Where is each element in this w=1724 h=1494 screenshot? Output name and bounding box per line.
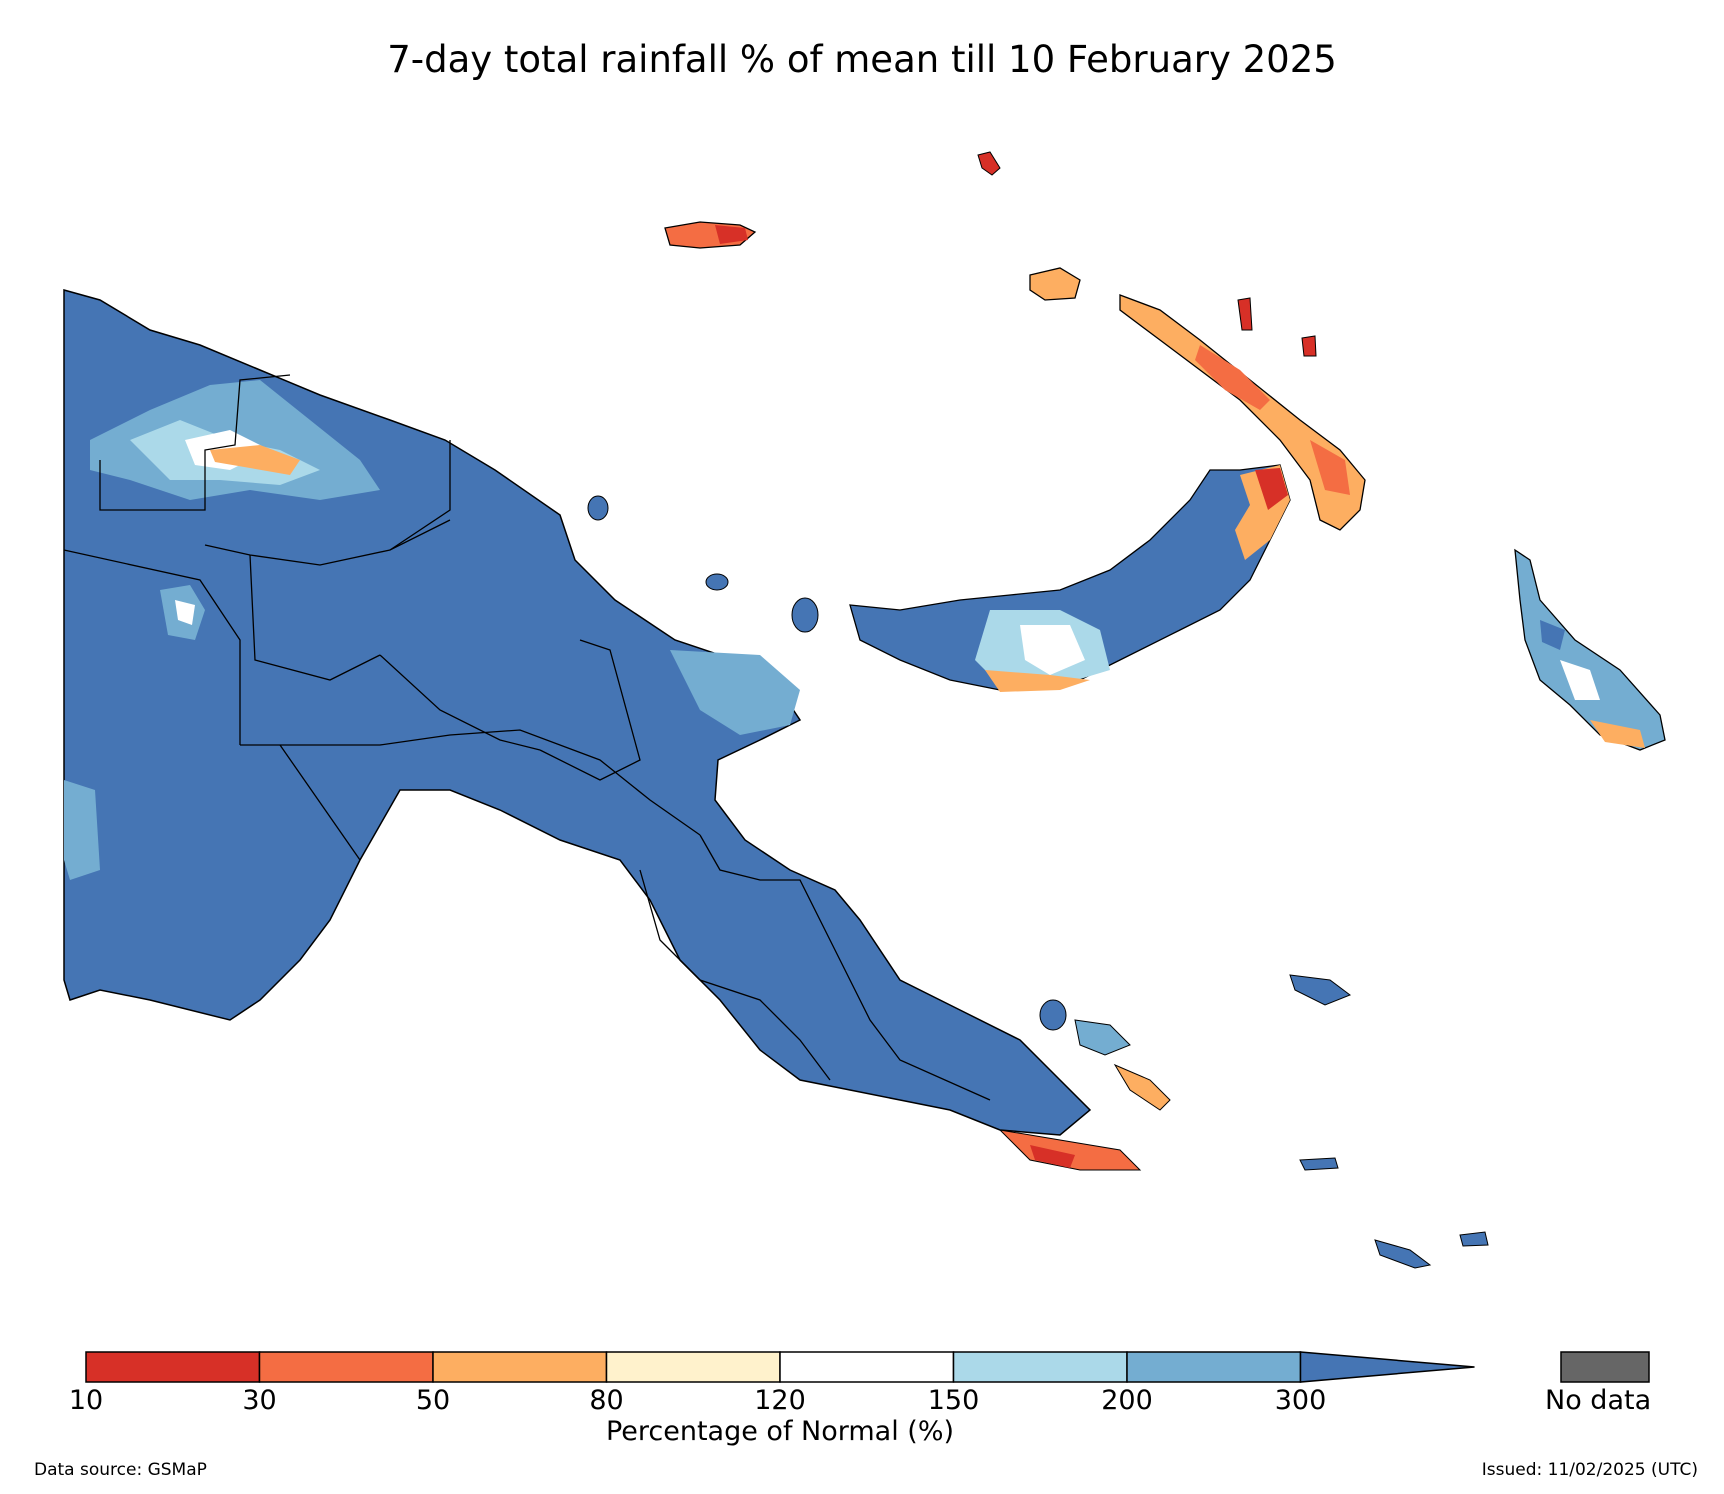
colorbar-bin [432, 1351, 608, 1383]
patch-new-ireland-red [1195, 345, 1270, 410]
patch-new-ireland-red2 [1310, 440, 1350, 495]
province-boundaries [63, 374, 991, 1101]
colorbar-tick-label: 10 [68, 1385, 104, 1416]
island-tabar [1301, 335, 1317, 357]
island-trobriand [1289, 974, 1352, 1006]
colorbar-tick-label: 200 [1101, 1385, 1153, 1416]
island-sudest [1459, 1231, 1489, 1247]
colorbar-bin [605, 1351, 781, 1383]
mainland-png [63, 289, 1092, 1136]
patch-bougainville-dark [1540, 620, 1565, 650]
patch-manus-red [715, 225, 748, 244]
colorbar-bin [85, 1351, 261, 1383]
data-source: Data source: GSMaP [34, 1460, 207, 1480]
colorbar-label: Percentage of Normal (%) [605, 1416, 955, 1447]
island-north-red [977, 151, 1001, 176]
colorbar-tick-label: 120 [754, 1385, 806, 1416]
patch-south-west [64, 780, 100, 880]
colorbar-bin [779, 1351, 955, 1383]
patch-sepik-orange [210, 445, 300, 475]
colorbar-tick-label: 30 [242, 1385, 277, 1416]
island-rossel [1374, 1239, 1432, 1269]
island-lihir [1237, 297, 1253, 331]
patch-bougainville-white [1560, 660, 1600, 700]
colorbar-bin [1126, 1351, 1302, 1383]
island-goodenough [1039, 999, 1067, 1031]
colorbar-tick-label: 300 [1274, 1385, 1327, 1416]
island-normanby [1113, 1063, 1171, 1111]
issued-date: Issued: 11/02/2025 (UTC) [1481, 1460, 1698, 1480]
page-title: 7-day total rainfall % of mean till 10 F… [387, 38, 1337, 81]
island-umboi [791, 597, 819, 633]
patch-madang [670, 650, 800, 735]
patch-bougainville-orange [1590, 720, 1645, 748]
patch-west-white [175, 600, 195, 625]
patch-milne-bay-red [1030, 1145, 1075, 1168]
island-long [705, 573, 729, 591]
island-new-hanover [1029, 267, 1081, 301]
colorbar-extend-arrow [1299, 1351, 1475, 1383]
island-woodlark [1299, 1157, 1339, 1171]
colorbar-bin [258, 1351, 434, 1383]
patch-new-britain-orange [985, 670, 1090, 692]
patch-new-britain-east-red [1255, 468, 1288, 510]
colorbar-tick-label: 80 [589, 1385, 624, 1416]
island-karkar [587, 495, 609, 521]
colorbar-bin [952, 1351, 1128, 1383]
colorbar-tick-label: 50 [415, 1385, 451, 1416]
island-bougainville [1514, 548, 1666, 751]
colorbar-tick-label: 150 [927, 1385, 980, 1416]
patch-new-britain-white [1020, 625, 1085, 675]
no-data-swatch [1560, 1351, 1650, 1383]
no-data-label: No data [1545, 1385, 1652, 1416]
island-fergusson [1074, 1019, 1131, 1056]
